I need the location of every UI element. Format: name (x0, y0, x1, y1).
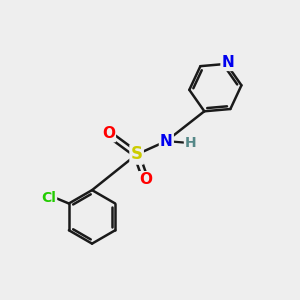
Text: O: O (102, 126, 115, 141)
Text: N: N (160, 134, 173, 148)
Text: O: O (139, 172, 152, 187)
Text: N: N (222, 55, 234, 70)
Text: S: S (130, 146, 142, 164)
Text: Cl: Cl (41, 190, 56, 205)
Text: H: H (185, 136, 197, 150)
